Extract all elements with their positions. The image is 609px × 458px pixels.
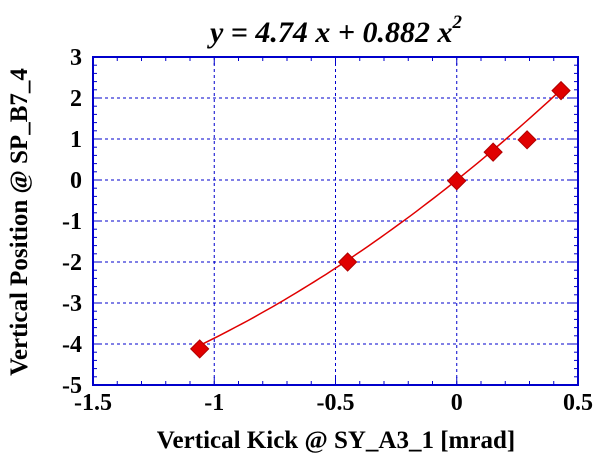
x-tick-label: 0.5 bbox=[563, 390, 593, 416]
y-tick-label: -1 bbox=[62, 209, 82, 235]
data-point-marker bbox=[483, 142, 503, 162]
chart-title-main: y = 4.74 x + 0.882 x bbox=[207, 16, 453, 49]
chart-title: y = 4.74 x + 0.882 x2 bbox=[207, 12, 463, 49]
axis-ticks bbox=[92, 56, 579, 386]
y-tick-label: -3 bbox=[62, 291, 82, 317]
y-tick-label: 1 bbox=[70, 127, 82, 153]
data-point-marker bbox=[189, 339, 210, 359]
y-tick-label: 0 bbox=[70, 168, 82, 194]
data-point-marker bbox=[551, 80, 571, 101]
y-tick-label: -2 bbox=[62, 250, 82, 276]
x-tick-labels: -1.5 -1 -0.5 0 0.5 bbox=[74, 390, 593, 416]
y-tick-label: -4 bbox=[62, 332, 82, 358]
x-tick-label: 0 bbox=[451, 390, 463, 416]
chart-title-superscript: 2 bbox=[452, 12, 463, 33]
x-tick-label: -1.5 bbox=[74, 390, 112, 416]
y-tick-label: 3 bbox=[70, 45, 82, 71]
fit-curve bbox=[199, 89, 562, 347]
x-axis-title: Vertical Kick @ SY_A3_1 [mrad] bbox=[157, 427, 515, 454]
y-axis-title: Vertical Position @ SP_B7_4 bbox=[6, 68, 33, 376]
x-tick-label: -0.5 bbox=[317, 390, 355, 416]
y-tick-label: -5 bbox=[62, 373, 82, 399]
data-point-marker bbox=[517, 130, 537, 150]
data-points bbox=[189, 80, 571, 359]
x-tick-label: -1 bbox=[204, 390, 224, 416]
y-tick-label: 2 bbox=[70, 86, 82, 112]
data-point-marker bbox=[447, 171, 467, 191]
data-point-marker bbox=[337, 252, 358, 272]
grid-lines bbox=[93, 57, 578, 385]
y-tick-labels: -5 -4 -3 -2 -1 0 1 2 3 bbox=[62, 45, 82, 399]
